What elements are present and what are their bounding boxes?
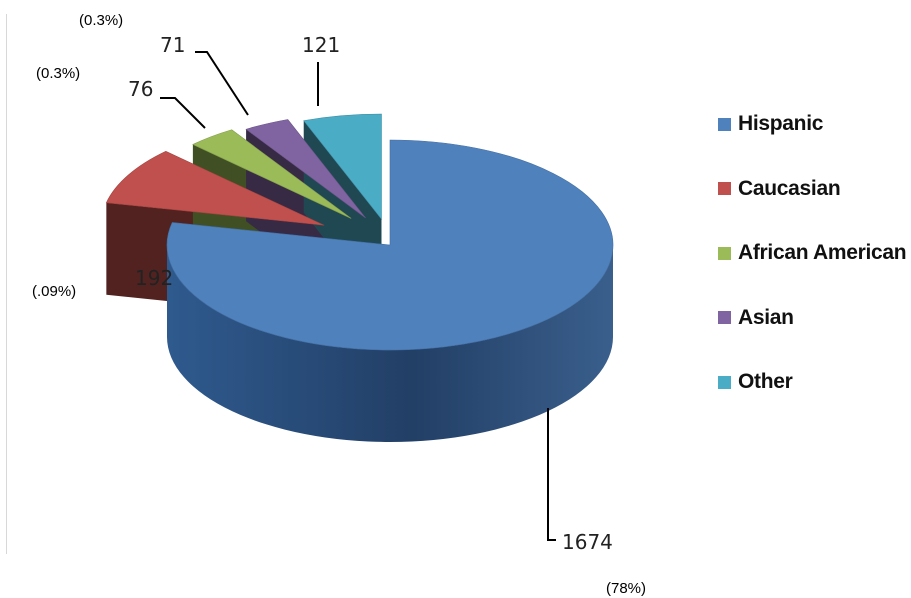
slice-african-american — [192, 129, 352, 219]
slice-hispanic — [166, 139, 614, 351]
data-label-other: 121 — [302, 33, 340, 57]
legend-label-caucasian: Caucasian — [738, 176, 841, 200]
pie-labels-layer: 1674 192 76 71 121 — [128, 33, 613, 554]
legend-item-caucasian: Caucasian — [718, 157, 906, 222]
leader-line-african-american — [160, 97, 206, 129]
slice-rim-hispanic — [167, 245, 613, 442]
legend-swatch-caucasian — [718, 182, 731, 196]
annotation-bottom: (78%) — [606, 580, 647, 597]
slice-asian — [245, 119, 366, 219]
legend-swatch-asian — [718, 311, 731, 325]
data-label-hispanic: 1674 — [562, 530, 613, 554]
data-label-african-american: 76 — [128, 77, 153, 101]
annotation-left: (.09%) — [32, 283, 77, 300]
legend-item-hispanic: Hispanic — [718, 92, 906, 157]
pie-slices-layer — [105, 113, 614, 351]
slice-other — [303, 113, 382, 220]
chart-frame-border — [6, 14, 7, 554]
annotation-top-a: (0.3%) — [79, 12, 124, 29]
annotation-top-b: (0.3%) — [36, 65, 81, 82]
legend-label-other: Other — [738, 370, 793, 394]
data-label-caucasian: 192 — [135, 266, 173, 290]
leader-line-asian — [195, 51, 249, 116]
legend-swatch-other — [718, 375, 731, 389]
slice-caucasian — [105, 150, 325, 226]
legend-label-asian: Asian — [738, 305, 794, 329]
chart-legend: Hispanic Caucasian African American Asia… — [718, 92, 907, 415]
data-label-asian: 71 — [160, 33, 185, 57]
leader-line-hispanic — [547, 408, 556, 541]
legend-item-other: Other — [718, 350, 906, 415]
legend-label-african-american: African American — [738, 241, 907, 265]
legend-item-asian: Asian — [718, 286, 906, 351]
legend-swatch-hispanic — [718, 117, 731, 131]
legend-label-hispanic: Hispanic — [738, 112, 824, 136]
legend-swatch-african-american — [718, 246, 731, 260]
legend-item-african-american: African American — [718, 221, 907, 286]
